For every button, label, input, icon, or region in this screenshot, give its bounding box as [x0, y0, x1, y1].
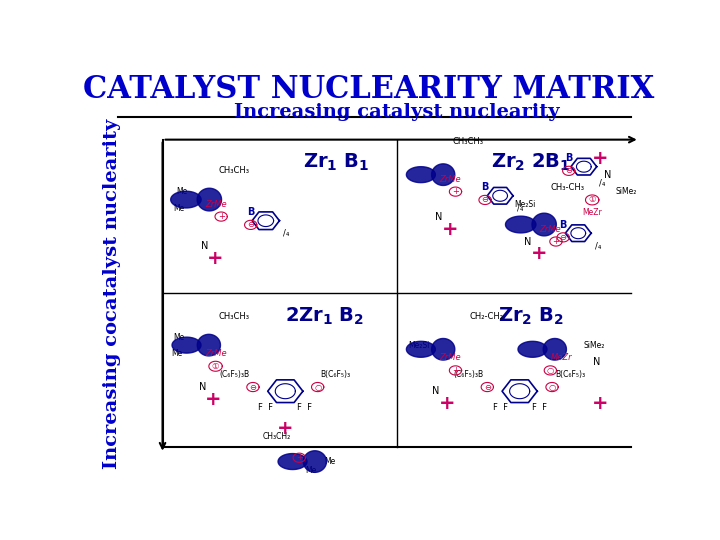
Polygon shape [406, 341, 436, 357]
Text: CH₃CH₂: CH₃CH₂ [263, 432, 291, 441]
Text: /₄: /₄ [600, 179, 606, 188]
Polygon shape [431, 339, 455, 360]
Text: ZrMe: ZrMe [204, 200, 226, 208]
Text: $\mathbf{Zr_1\ B_1}$: $\mathbf{Zr_1\ B_1}$ [302, 152, 369, 173]
Polygon shape [431, 164, 455, 185]
Text: ZrMe: ZrMe [539, 225, 561, 233]
Text: ①: ① [212, 362, 220, 371]
Polygon shape [172, 337, 201, 353]
Text: N: N [201, 241, 208, 251]
Text: B(C₆F₅)₃: B(C₆F₅)₃ [555, 370, 585, 379]
Text: F  F: F F [492, 403, 508, 413]
Text: Increasing catalyst nuclearity: Increasing catalyst nuclearity [234, 103, 559, 121]
Text: ⊖: ⊖ [249, 382, 256, 392]
Text: SiMe₂: SiMe₂ [584, 341, 606, 350]
Text: +: + [441, 220, 458, 239]
Text: ZrMe: ZrMe [439, 354, 461, 362]
Text: +: + [296, 453, 302, 462]
Text: +: + [452, 187, 459, 196]
Text: /₄: /₄ [517, 204, 523, 213]
Polygon shape [278, 454, 307, 470]
Text: (C₆F₅)₃B: (C₆F₅)₃B [219, 370, 249, 379]
Text: ○: ○ [546, 366, 554, 375]
Text: +: + [593, 394, 609, 413]
Text: CH₃CH₃: CH₃CH₃ [218, 166, 249, 175]
Text: F  F: F F [531, 403, 546, 413]
Text: +: + [277, 419, 294, 438]
Text: $\mathbf{Zr_2\ B_2}$: $\mathbf{Zr_2\ B_2}$ [498, 306, 564, 327]
Text: $\mathbf{2Zr_1\ B_2}$: $\mathbf{2Zr_1\ B_2}$ [284, 306, 364, 327]
Polygon shape [518, 341, 547, 357]
Text: Me: Me [174, 333, 185, 342]
Text: (C₆F₅)₃B: (C₆F₅)₃B [454, 370, 483, 379]
Text: Me: Me [305, 465, 316, 475]
Text: ZrMe: ZrMe [439, 174, 461, 184]
Text: B(C₆F₅)₃: B(C₆F₅)₃ [320, 370, 351, 379]
Polygon shape [532, 213, 557, 236]
Text: ⊖: ⊖ [482, 195, 489, 205]
Text: B: B [559, 220, 567, 230]
Text: N: N [432, 386, 440, 396]
Text: SiMe₂: SiMe₂ [616, 187, 637, 196]
Text: Me₂Si: Me₂Si [408, 341, 429, 350]
Polygon shape [171, 191, 201, 208]
Text: CH₃CH₃: CH₃CH₃ [453, 137, 484, 146]
Text: MeZr: MeZr [551, 354, 572, 362]
Text: N: N [524, 237, 531, 247]
Text: CH₂-CH₂: CH₂-CH₂ [469, 312, 503, 321]
Text: +: + [531, 245, 547, 264]
Polygon shape [406, 167, 436, 183]
Text: ZrMe: ZrMe [204, 349, 226, 358]
Polygon shape [197, 188, 222, 211]
Text: $\mathbf{Zr_2\ 2B_1}$: $\mathbf{Zr_2\ 2B_1}$ [491, 152, 571, 173]
Text: CH₃-CH₃: CH₃-CH₃ [550, 183, 585, 192]
Text: B: B [247, 207, 254, 218]
Text: +: + [439, 394, 455, 413]
Text: +: + [207, 248, 224, 268]
Text: +: + [204, 390, 221, 409]
Text: Me: Me [324, 457, 336, 467]
Text: MeZr: MeZr [582, 208, 602, 217]
Polygon shape [197, 334, 220, 356]
Text: ⊖: ⊖ [247, 220, 254, 230]
Text: +: + [552, 237, 559, 246]
Text: B: B [482, 183, 489, 192]
Text: ⊖: ⊖ [484, 382, 491, 392]
Text: N: N [199, 382, 207, 392]
Text: +: + [452, 366, 459, 375]
Text: ○: ○ [549, 382, 556, 392]
Text: ⊖: ⊖ [559, 233, 567, 242]
Text: Me: Me [174, 204, 185, 213]
Text: ①: ① [588, 195, 596, 205]
Text: ⊖: ⊖ [565, 166, 572, 176]
Text: CATALYST NUCLEARITY MATRIX: CATALYST NUCLEARITY MATRIX [84, 74, 654, 105]
Polygon shape [303, 451, 326, 472]
Text: +: + [593, 149, 609, 168]
Text: N: N [435, 212, 442, 221]
Text: N: N [604, 170, 611, 180]
Text: CH₃CH₃: CH₃CH₃ [218, 312, 249, 321]
Text: F  F: F F [258, 403, 274, 413]
Text: /₄: /₄ [595, 241, 601, 250]
Text: Increasing cocatalyst nuclearity: Increasing cocatalyst nuclearity [104, 118, 122, 469]
Text: B: B [565, 153, 572, 164]
Text: N: N [593, 357, 600, 367]
Text: Me: Me [176, 187, 188, 196]
Text: Me: Me [171, 349, 182, 358]
Text: F  F: F F [297, 403, 312, 413]
Polygon shape [543, 339, 567, 360]
Polygon shape [505, 216, 536, 233]
Text: Me₂Si: Me₂Si [514, 200, 536, 208]
Text: ○: ○ [314, 382, 321, 392]
Text: +: + [217, 212, 225, 221]
Text: /₄: /₄ [282, 229, 289, 238]
